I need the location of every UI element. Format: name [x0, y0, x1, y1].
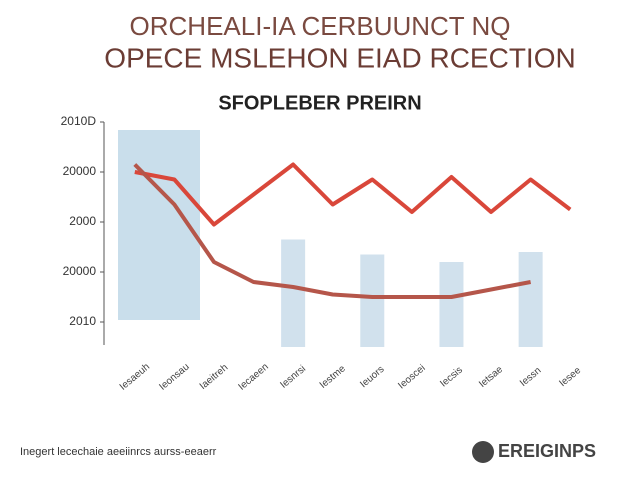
x-tick-label: Ieuors — [358, 364, 386, 390]
chart-title: ORCHEALI-IA CERBUUNCT NQ — [130, 11, 511, 41]
x-tick-label: Iestme — [318, 363, 348, 391]
y-tick-label: 2010D — [61, 114, 97, 128]
x-tick-label: Iaeitreh — [198, 362, 231, 392]
logo-icon — [472, 441, 494, 463]
bar — [281, 239, 306, 347]
footer-note: Inegert lecechaie aeeiinrcs aurss-eeaerr — [20, 446, 217, 458]
bar — [360, 254, 385, 347]
x-tick-label: Iecaeen — [236, 361, 270, 392]
logo-text: EREIGINPS — [498, 441, 596, 461]
line — [133, 163, 531, 299]
plot-title: SFOPLEBER PREIRN — [218, 92, 421, 114]
x-tick-label: Iesaeuh — [118, 361, 152, 392]
bar — [439, 262, 464, 347]
x-tick-label: Ietsae — [477, 364, 505, 390]
y-tick-label: 2000 — [69, 214, 96, 228]
y-tick-label: 20000 — [63, 264, 97, 278]
x-tick-label: Iessn — [518, 365, 543, 389]
x-tick-label: Iesee — [557, 365, 583, 389]
x-tick-label: Iecsis — [438, 365, 465, 390]
line — [134, 162, 572, 227]
x-tick-label: Ieonsau — [157, 361, 191, 392]
bar — [518, 252, 543, 347]
y-tick-label: 20000 — [63, 164, 97, 178]
y-tick-label: 2010 — [69, 314, 96, 328]
x-tick-label: Iesnrsi — [278, 363, 308, 390]
x-tick-label: Ieoscei — [396, 363, 427, 392]
chart-subtitle: OPECE MSLEHON EIAD RCECTION — [104, 42, 575, 73]
